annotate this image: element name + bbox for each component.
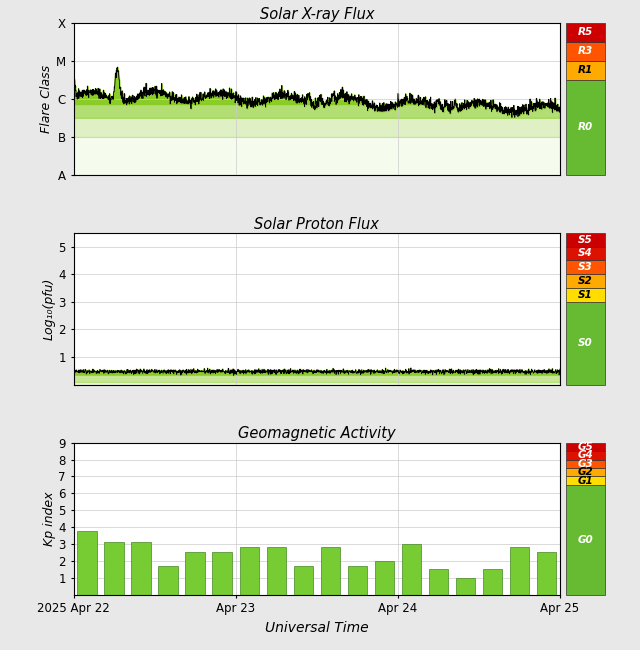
Y-axis label: Log₁₀(pfu): Log₁₀(pfu) <box>43 278 56 340</box>
Text: S4: S4 <box>578 248 593 259</box>
Bar <box>509 547 529 595</box>
Bar <box>348 566 367 595</box>
Bar <box>429 569 448 595</box>
Y-axis label: Flare Class: Flare Class <box>40 65 53 133</box>
Bar <box>212 552 232 595</box>
Bar <box>131 542 151 595</box>
Text: S0: S0 <box>578 338 593 348</box>
Bar <box>159 566 178 595</box>
Bar <box>483 569 502 595</box>
Bar <box>104 542 124 595</box>
Title: Geomagnetic Activity: Geomagnetic Activity <box>238 426 396 441</box>
Text: R0: R0 <box>578 122 593 133</box>
Text: R3: R3 <box>578 46 593 57</box>
Text: R5: R5 <box>578 27 593 37</box>
Text: S2: S2 <box>578 276 593 286</box>
Text: G1: G1 <box>578 476 593 486</box>
Text: G2: G2 <box>578 467 593 477</box>
Bar <box>402 544 421 595</box>
Bar <box>456 578 475 595</box>
Bar <box>239 547 259 595</box>
Bar <box>77 530 97 595</box>
Title: Solar Proton Flux: Solar Proton Flux <box>254 216 380 231</box>
Text: G0: G0 <box>578 535 593 545</box>
Text: R1: R1 <box>578 65 593 75</box>
Bar <box>374 561 394 595</box>
X-axis label: Universal Time: Universal Time <box>265 621 369 635</box>
Text: G3: G3 <box>578 459 593 469</box>
Text: S5: S5 <box>578 235 593 244</box>
Y-axis label: Kp index: Kp index <box>43 491 56 546</box>
Bar <box>294 566 313 595</box>
Text: S1: S1 <box>578 290 593 300</box>
Bar <box>321 547 340 595</box>
Bar <box>186 552 205 595</box>
Title: Solar X-ray Flux: Solar X-ray Flux <box>260 6 374 21</box>
Bar <box>266 547 286 595</box>
Text: G4: G4 <box>578 450 593 460</box>
Text: G5: G5 <box>578 442 593 452</box>
Text: S3: S3 <box>578 262 593 272</box>
Bar <box>537 552 556 595</box>
